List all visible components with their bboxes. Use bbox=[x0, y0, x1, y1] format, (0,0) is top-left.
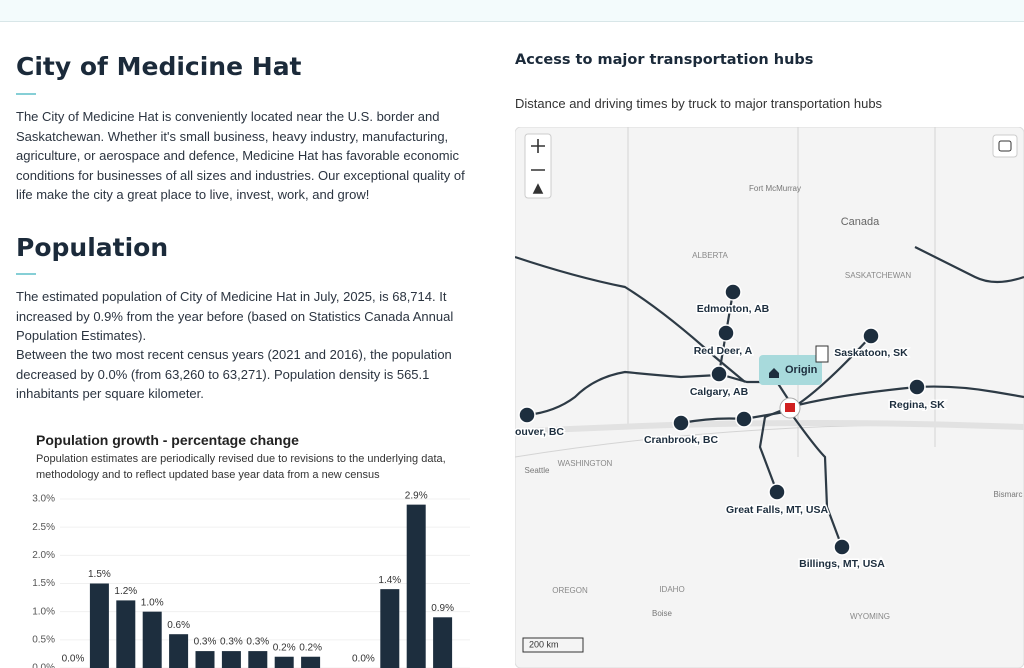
y-tick-label: 1.0% bbox=[32, 606, 55, 617]
hub-marker[interactable] bbox=[862, 327, 880, 345]
hub-marker[interactable] bbox=[768, 483, 786, 501]
chart-title: Population growth - percentage change bbox=[36, 432, 299, 448]
value-label: 1.2% bbox=[114, 586, 137, 597]
place-label: Bismarc bbox=[994, 490, 1023, 499]
y-tick-label: 2.0% bbox=[32, 550, 55, 561]
value-label: 0.2% bbox=[299, 642, 322, 653]
value-label: 0.3% bbox=[194, 637, 217, 648]
hub-marker[interactable] bbox=[724, 283, 742, 301]
bar bbox=[116, 600, 136, 668]
value-label: 1.4% bbox=[378, 575, 401, 586]
bar bbox=[169, 634, 189, 668]
value-label: 0.2% bbox=[273, 642, 296, 653]
hub-label: Regina, SK bbox=[889, 399, 945, 411]
bar bbox=[380, 589, 400, 668]
bar bbox=[89, 583, 109, 668]
paragraph: Between the two most recent census years… bbox=[16, 347, 452, 401]
chart: 0.0%0.5%1.0%1.5%2.0%2.5%3.0%0.0%1.5%1.2%… bbox=[32, 490, 470, 668]
origin-pin bbox=[815, 345, 829, 363]
value-label: 0.3% bbox=[220, 637, 243, 648]
value-label: 0.6% bbox=[167, 620, 190, 631]
bar bbox=[406, 504, 426, 668]
hub-marker[interactable] bbox=[833, 538, 851, 556]
bar bbox=[301, 656, 321, 668]
value-label: 1.5% bbox=[88, 569, 111, 580]
scale-label: 200 km bbox=[529, 639, 559, 649]
hub-marker[interactable] bbox=[717, 324, 735, 342]
place-label: ALBERTA bbox=[692, 251, 728, 260]
zoom-controls[interactable] bbox=[524, 133, 552, 199]
y-tick-label: 1.5% bbox=[32, 578, 55, 589]
accent bbox=[16, 273, 36, 275]
place-label: WYOMING bbox=[850, 612, 890, 621]
place-label: Canada bbox=[841, 216, 880, 228]
camera-button[interactable] bbox=[992, 134, 1018, 158]
intro-text: The City of Medicine Hat is conveniently… bbox=[16, 109, 465, 202]
origin-icon bbox=[785, 403, 795, 412]
map-title: Access to major transportation hubs bbox=[515, 52, 814, 68]
place-label: Boise bbox=[652, 609, 673, 618]
hub-marker[interactable] bbox=[672, 414, 690, 432]
value-label: 0.0% bbox=[62, 654, 85, 665]
hub-label: Saskatoon, SK bbox=[834, 347, 908, 359]
value-label: 1.0% bbox=[141, 597, 164, 608]
border bbox=[515, 127, 1024, 458]
population-title: Population bbox=[16, 233, 169, 262]
bar bbox=[274, 656, 294, 668]
hub-label: Great Falls, MT, USA bbox=[726, 504, 829, 516]
value-label: 0.3% bbox=[246, 637, 269, 648]
bar bbox=[221, 651, 241, 668]
origin-label: Origin bbox=[785, 364, 818, 376]
camera-icon bbox=[998, 140, 1012, 152]
hub-label: Edmonton, AB bbox=[697, 303, 770, 315]
scale-bar bbox=[522, 637, 584, 653]
map: Origin 200 km Canada ALBERTA SASKATCHEWAN W… bbox=[515, 127, 1024, 668]
place-label: SASKATCHEWAN bbox=[845, 271, 911, 280]
hub-label: Red Deer, A bbox=[694, 345, 753, 357]
hub-label: ouver, BC bbox=[515, 426, 564, 438]
place-label: Fort McMurray bbox=[749, 184, 801, 193]
value-label: 2.9% bbox=[405, 490, 428, 501]
border-band bbox=[515, 420, 1024, 435]
y-tick-label: 0.5% bbox=[32, 634, 55, 645]
bar bbox=[433, 617, 453, 668]
bar bbox=[142, 611, 162, 668]
map-background bbox=[515, 127, 1024, 668]
bar bbox=[248, 651, 268, 668]
y-tick-label: 0.0% bbox=[32, 663, 55, 668]
hub-label: Billings, MT, USA bbox=[799, 558, 885, 570]
accent bbox=[16, 93, 36, 95]
hub-label: Cranbrook, BC bbox=[644, 434, 719, 446]
map-subtitle: Distance and driving times by truck to m… bbox=[515, 96, 883, 111]
y-tick-label: 3.0% bbox=[32, 494, 55, 505]
place-label: Seattle bbox=[525, 466, 550, 475]
hub-marker[interactable] bbox=[735, 410, 753, 428]
y-tick-label: 2.5% bbox=[32, 522, 55, 533]
place-label: WASHINGTON bbox=[558, 459, 613, 468]
home-icon bbox=[769, 368, 779, 378]
place-label: IDAHO bbox=[659, 585, 684, 594]
zoom-icons bbox=[531, 139, 545, 194]
place-label: OREGON bbox=[552, 586, 588, 595]
intro-title: City of Medicine Hat bbox=[16, 52, 302, 81]
hub-marker[interactable] bbox=[908, 378, 926, 396]
hub-marker[interactable] bbox=[518, 406, 536, 424]
top-bar bbox=[0, 0, 1024, 22]
hub-label: Calgary, AB bbox=[690, 386, 749, 398]
value-label: 0.0% bbox=[352, 654, 375, 665]
bar bbox=[195, 651, 215, 668]
value-label: 0.9% bbox=[431, 603, 454, 614]
chart-subtitle: Population estimates are periodically re… bbox=[36, 453, 446, 481]
hub-marker[interactable] bbox=[710, 365, 728, 383]
paragraph: The estimated population of City of Medi… bbox=[16, 289, 454, 343]
